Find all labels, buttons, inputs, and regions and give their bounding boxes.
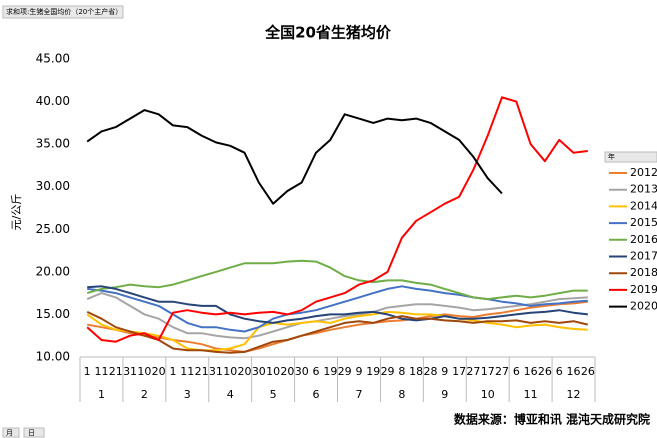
y-tick-label: 40.00: [36, 94, 70, 108]
x-tick-label: 27: [495, 365, 509, 378]
month-label: 10: [481, 388, 495, 401]
x-tick-label: 21: [195, 365, 209, 378]
x-tick-label: 31: [123, 365, 137, 378]
x-tick-label: 20: [280, 365, 294, 378]
x-tick-label: 29: [381, 365, 395, 378]
day-button-label: 日: [28, 429, 35, 437]
y-tick-label: 45.00: [36, 52, 70, 66]
month-label: 11: [524, 388, 538, 401]
x-tick-label: 28: [423, 365, 437, 378]
x-tick-label: 20: [238, 365, 252, 378]
x-tick-label: 6: [313, 365, 320, 378]
legend-label: 2015: [630, 216, 657, 229]
x-tick-label: 26: [581, 365, 595, 378]
day-button[interactable]: [23, 427, 45, 438]
y-tick-label: 35.00: [36, 137, 70, 151]
y-axis-label: 元/公斤: [10, 194, 23, 231]
x-tick-label: 10: [223, 365, 237, 378]
x-tick-label: 17: [481, 365, 495, 378]
month-button-label: 月: [6, 429, 13, 437]
legend-header[interactable]: [604, 151, 657, 163]
series-line: [86, 310, 588, 352]
legend-label: 2020: [630, 300, 657, 313]
x-tick-label: 10: [137, 365, 151, 378]
x-tick-label: 18: [409, 365, 423, 378]
month-label: 7: [355, 388, 362, 401]
series-line: [86, 310, 589, 354]
month-label: 3: [184, 388, 191, 401]
month-label: 4: [227, 388, 234, 401]
x-tick-label: 9: [441, 365, 448, 378]
legend-label: 2016: [630, 233, 657, 246]
x-tick-label: 16: [524, 365, 538, 378]
series-line: [86, 109, 503, 205]
filter-button[interactable]: [2, 5, 124, 19]
x-tick-label: 10: [266, 365, 280, 378]
chart-title: 全国20省生猪均价: [264, 24, 392, 42]
legend-label: 2013: [630, 183, 657, 196]
month-label: 1: [98, 388, 105, 401]
month-label: 5: [270, 388, 277, 401]
month-label: 8: [398, 388, 405, 401]
month-button[interactable]: [2, 427, 20, 438]
x-tick-label: 11: [180, 365, 194, 378]
x-tick-label: 30: [295, 365, 309, 378]
month-label: 9: [441, 388, 448, 401]
x-tick-label: 21: [109, 365, 123, 378]
y-tick-label: 30.00: [36, 179, 70, 193]
filter-button-label: 求和项:生猪全国均价（20个主产省）: [6, 7, 122, 16]
x-tick-label: 29: [338, 365, 352, 378]
x-tick-label: 26: [538, 365, 552, 378]
x-tick-label: 19: [366, 365, 380, 378]
legend-label: 2019: [630, 283, 657, 296]
y-tick-label: 20.00: [36, 264, 70, 278]
x-tick-label: 1: [169, 365, 176, 378]
y-tick-label: 25.00: [36, 222, 70, 236]
x-tick-label: 1: [84, 365, 91, 378]
x-tick-label: 20: [152, 365, 166, 378]
series-line: [87, 285, 588, 324]
month-label: 2: [141, 388, 148, 401]
x-tick-label: 8: [398, 365, 405, 378]
legend-label: 2014: [630, 199, 657, 212]
x-tick-label: 11: [94, 365, 108, 378]
series-line: [86, 96, 588, 343]
x-tick-label: 30: [252, 365, 266, 378]
x-tick-label: 6: [556, 365, 563, 378]
legend-label: 2012: [630, 166, 657, 179]
series-line: [86, 259, 588, 301]
month-label: 6: [313, 388, 320, 401]
series-line: [87, 285, 588, 333]
y-tick-label: 10.00: [36, 350, 70, 364]
legend-label: 2018: [630, 266, 657, 279]
x-tick-label: 9: [355, 365, 362, 378]
month-label: 12: [567, 388, 581, 401]
source: 数据来源：博亚和讯 混沌天成研究院: [454, 412, 650, 427]
legend-title: 年: [608, 152, 615, 161]
legend-label: 2017: [630, 250, 657, 263]
x-tick-label: 31: [209, 365, 223, 378]
x-tick-label: 27: [466, 365, 480, 378]
y-tick-label: 15.00: [36, 307, 70, 321]
x-tick-label: 16: [567, 365, 581, 378]
series-line: [86, 292, 588, 340]
x-tick-label: 6: [513, 365, 520, 378]
x-tick-label: 19: [323, 365, 337, 378]
x-tick-label: 17: [452, 365, 466, 378]
